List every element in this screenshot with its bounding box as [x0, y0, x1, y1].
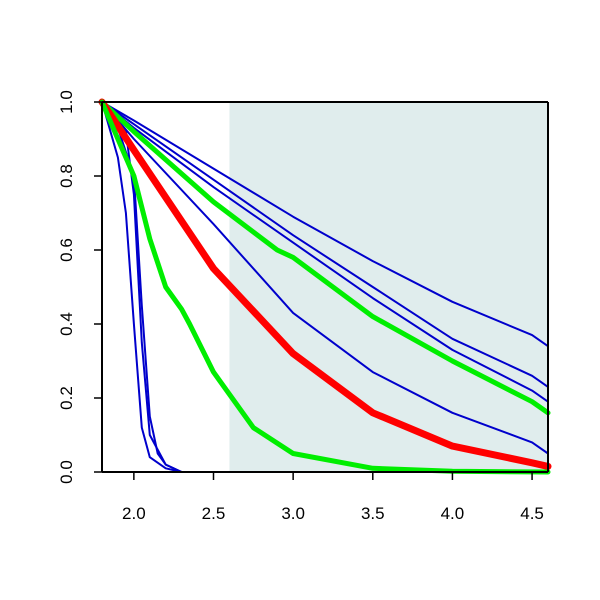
series-line-1 — [101, 101, 549, 348]
x-tick-label: 4.0 — [441, 504, 465, 523]
x-tick-label: 4.5 — [520, 504, 544, 523]
y-tick-label: 0.0 — [57, 460, 76, 484]
series-line-10 — [99, 99, 551, 475]
y-tick-label: 0.8 — [57, 164, 76, 188]
y-tick-label: 0.4 — [57, 312, 76, 336]
axes-layer — [101, 101, 549, 473]
x-tick-label: 2.5 — [202, 504, 226, 523]
x-ticks: 2.0 2.5 3.0 3.5 4.0 4.5 — [122, 472, 544, 523]
y-ticks: 0.0 0.2 0.4 0.6 0.8 1.0 — [57, 90, 102, 484]
x-tick-label: 3.0 — [281, 504, 305, 523]
series-line-8 — [99, 99, 551, 416]
series-layer — [98, 98, 552, 475]
x-tick-label: 2.0 — [122, 504, 146, 523]
series-line-2 — [101, 101, 549, 388]
y-tick-label: 0.2 — [57, 386, 76, 410]
y-tick-label: 1.0 — [57, 90, 76, 114]
shaded-region — [229, 102, 548, 472]
series-line-9 — [98, 98, 552, 470]
series-line-3 — [101, 101, 549, 403]
x-tick-label: 3.5 — [361, 504, 385, 523]
series-line-4 — [101, 101, 549, 455]
y-tick-label: 0.6 — [57, 238, 76, 262]
